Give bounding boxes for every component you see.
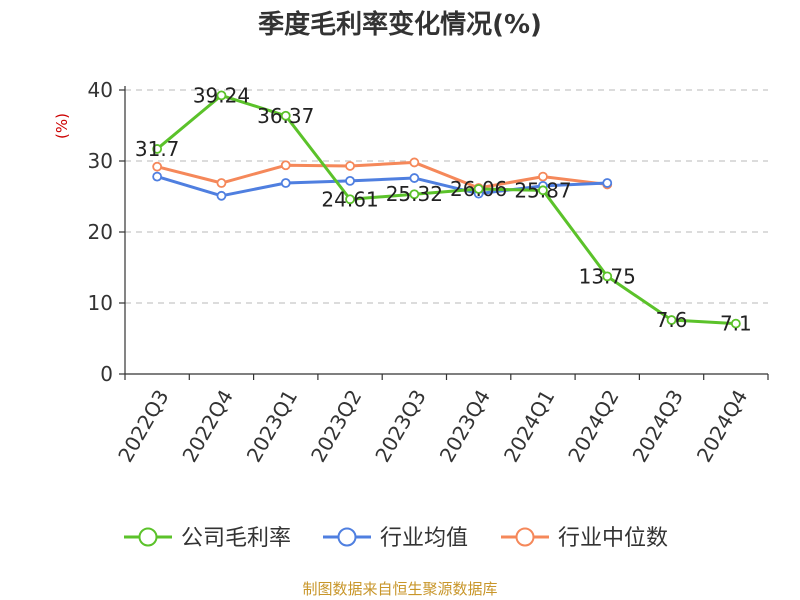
y-tick-label: 0 bbox=[100, 362, 113, 386]
data-label: 39.24 bbox=[193, 83, 250, 107]
data-point bbox=[538, 171, 548, 182]
x-tick-label: 2022Q3 bbox=[113, 386, 173, 467]
data-point bbox=[216, 190, 227, 201]
data-label: 25.87 bbox=[514, 178, 571, 202]
data-point bbox=[409, 157, 420, 168]
legend-marker bbox=[337, 527, 357, 547]
data-point bbox=[602, 178, 613, 188]
data-point bbox=[409, 189, 420, 200]
data-point bbox=[280, 160, 291, 171]
data-label: 31.7 bbox=[135, 137, 180, 161]
series-line bbox=[156, 160, 608, 190]
data-point bbox=[345, 194, 355, 205]
data-point bbox=[216, 90, 227, 101]
data-label: 36.37 bbox=[257, 104, 314, 128]
data-point bbox=[602, 271, 613, 282]
legend-label: 公司毛利率 bbox=[181, 526, 291, 551]
data-point bbox=[473, 184, 484, 194]
data-point bbox=[409, 173, 420, 183]
x-tick-label: 2024Q2 bbox=[563, 386, 623, 467]
y-tick-label: 40 bbox=[88, 78, 113, 102]
x-tick-label: 2024Q4 bbox=[692, 386, 752, 467]
data-label: 7.6 bbox=[656, 308, 688, 332]
grid bbox=[125, 89, 768, 304]
series-line bbox=[156, 93, 736, 326]
series-line bbox=[156, 175, 608, 198]
x-tick-label: 2024Q1 bbox=[499, 386, 559, 467]
legend-label: 行业均值 bbox=[380, 526, 468, 551]
data-point bbox=[216, 178, 227, 188]
data-point bbox=[666, 315, 677, 325]
data-point bbox=[152, 161, 163, 172]
data-point bbox=[345, 161, 355, 171]
data-label: 26.06 bbox=[450, 177, 507, 201]
x-tick-label: 2023Q2 bbox=[306, 386, 366, 467]
x-tick-label: 2023Q4 bbox=[435, 386, 495, 467]
x-tick-label: 2023Q1 bbox=[242, 386, 302, 467]
data-point bbox=[280, 178, 291, 188]
y-tick-label: 30 bbox=[88, 149, 113, 173]
data-point bbox=[152, 144, 163, 154]
data-point bbox=[730, 318, 741, 329]
y-tick-label: 20 bbox=[88, 220, 113, 244]
x-tick-label: 2023Q3 bbox=[370, 386, 430, 467]
data-labels: 31.7 39.24 36.37 24.61 25.32 26.06 25.87 13.75 7… bbox=[135, 83, 752, 335]
chart-title: 季度毛利率变化情况(%) bbox=[258, 9, 542, 40]
legend-marker bbox=[515, 527, 535, 547]
data-label: 7.1 bbox=[720, 312, 752, 336]
y-tick-label: 10 bbox=[88, 291, 113, 315]
data-label: 24.61 bbox=[321, 187, 378, 211]
data-label: 25.32 bbox=[386, 182, 443, 206]
data-point bbox=[280, 110, 291, 121]
series-area bbox=[152, 90, 741, 329]
data-point bbox=[538, 185, 548, 196]
legend-label: 行业中位数 bbox=[558, 526, 668, 551]
legend-marker bbox=[138, 527, 158, 547]
data-point bbox=[345, 175, 355, 186]
source-note: 制图数据来自恒生聚源数据库 bbox=[302, 580, 497, 598]
data-label: 13.75 bbox=[579, 264, 636, 288]
y-axis-label: (%) bbox=[53, 113, 71, 139]
data-point bbox=[152, 171, 163, 182]
legend: 公司毛利率 行业均值 行业中位数 bbox=[124, 526, 668, 551]
x-tick-label: 2022Q4 bbox=[177, 386, 237, 467]
x-tick-label: 2024Q3 bbox=[628, 386, 688, 467]
